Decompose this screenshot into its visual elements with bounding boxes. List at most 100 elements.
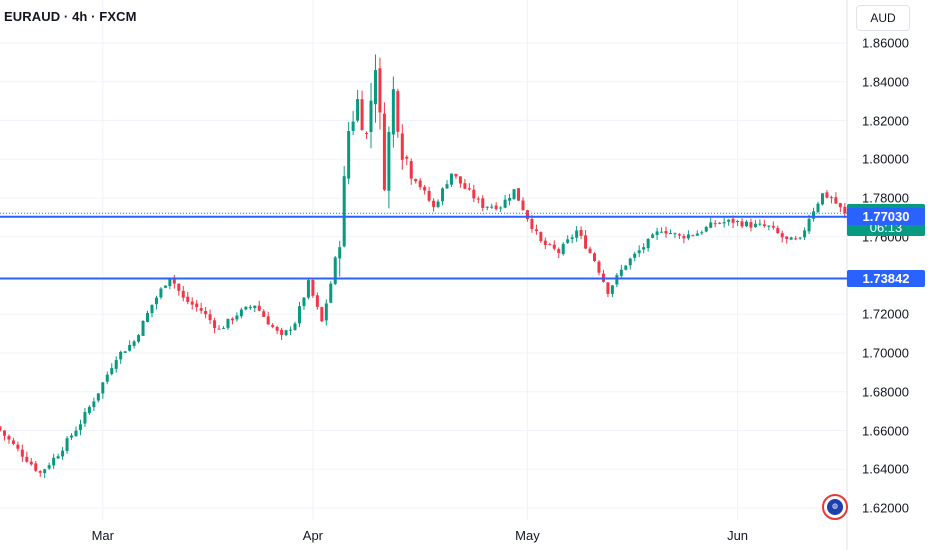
candle-body	[794, 238, 798, 240]
candle-body	[731, 218, 735, 223]
candle-body	[87, 406, 91, 414]
candle-body	[820, 193, 824, 205]
candle-body	[222, 327, 225, 329]
x-tick-label: Jun	[727, 528, 749, 543]
candle-body	[458, 176, 462, 184]
candle-body	[718, 222, 722, 224]
candle-body	[177, 283, 181, 291]
candle-body	[137, 335, 141, 342]
candle-body	[266, 316, 270, 325]
candle-body	[172, 277, 176, 284]
candle-body	[736, 221, 740, 223]
candle-body	[74, 430, 78, 437]
candle-body	[700, 232, 704, 234]
candle-body	[762, 224, 766, 227]
level-tag-upper[interactable]: 1.77030	[847, 208, 925, 226]
candle-body	[825, 192, 829, 198]
candle-body	[20, 449, 24, 457]
earth-icon[interactable]: ◍	[822, 494, 848, 520]
candle-body	[146, 312, 150, 322]
candle-body	[749, 222, 753, 228]
candle-body	[838, 203, 842, 208]
candle-body	[427, 191, 431, 201]
candle-body	[391, 89, 395, 135]
candle-body	[163, 285, 167, 288]
y-tick-label: 1.68000	[862, 384, 909, 400]
chart-title[interactable]: EURAUD · 4h · FXCM	[4, 9, 137, 24]
candle-body	[829, 197, 833, 199]
y-tick-label: 1.80000	[862, 151, 909, 167]
candle-body	[25, 456, 29, 462]
candle-body	[704, 226, 708, 232]
candle-body	[369, 100, 373, 133]
candle-body	[517, 188, 521, 201]
candle-body	[356, 99, 360, 121]
candle-body	[686, 234, 690, 239]
candle-body	[208, 314, 212, 321]
candle-body	[512, 189, 516, 199]
candle-body	[293, 323, 297, 330]
candle-body	[530, 218, 534, 229]
candle-body	[253, 305, 257, 309]
candle-body	[669, 233, 672, 235]
candle-body	[168, 277, 172, 287]
candle-body	[119, 351, 123, 360]
candle-body	[695, 233, 699, 236]
candle-body	[485, 206, 489, 208]
candle-body	[213, 320, 217, 328]
candle-body	[740, 221, 744, 227]
candle-body	[226, 318, 230, 328]
candle-body	[463, 183, 467, 189]
candle-body	[767, 225, 771, 227]
candle-body	[803, 230, 807, 238]
candle-body	[579, 230, 583, 236]
candle-body	[302, 297, 306, 307]
candle-body	[423, 186, 427, 191]
candle-body	[230, 318, 234, 321]
candle-body	[235, 315, 239, 320]
candle-body	[744, 221, 748, 227]
candle-body	[481, 198, 485, 208]
candle-body	[262, 311, 266, 317]
candle-body	[539, 232, 543, 242]
candle-body	[548, 244, 552, 246]
candle-body	[534, 229, 538, 232]
level-tag-lower[interactable]: 1.73842	[847, 270, 925, 288]
candle-body	[771, 225, 775, 228]
candle-body	[633, 253, 637, 258]
candle-body	[615, 275, 619, 285]
candle-body	[624, 265, 628, 270]
candle-body	[338, 247, 342, 259]
candle-body	[494, 205, 498, 210]
candle-body	[776, 228, 780, 234]
candle-body	[521, 200, 525, 211]
candle-body	[271, 324, 275, 327]
candle-body	[584, 235, 588, 249]
candle-body	[382, 113, 386, 190]
y-tick-label: 1.86000	[862, 35, 909, 51]
candle-body	[664, 231, 668, 234]
y-tick-label: 1.78000	[862, 190, 909, 206]
candle-body	[449, 173, 453, 185]
candle-body	[387, 131, 391, 191]
candle-body	[436, 201, 440, 207]
currency-button[interactable]: AUD	[856, 5, 910, 31]
candle-body	[414, 179, 418, 182]
candle-body	[306, 280, 310, 298]
candle-body	[812, 211, 816, 219]
candle-body	[186, 296, 190, 302]
candle-body	[400, 133, 404, 160]
candle-body	[566, 239, 570, 243]
candle-body	[619, 269, 623, 276]
candle-body	[311, 279, 315, 296]
candle-body	[92, 401, 96, 408]
candle-body	[154, 297, 158, 305]
candle-body	[289, 329, 293, 331]
candle-body	[673, 233, 677, 235]
candle-body	[333, 257, 337, 284]
candle-body	[472, 189, 476, 199]
candle-body	[110, 368, 114, 375]
y-tick-label: 1.66000	[862, 423, 909, 438]
candle-body	[342, 176, 346, 247]
